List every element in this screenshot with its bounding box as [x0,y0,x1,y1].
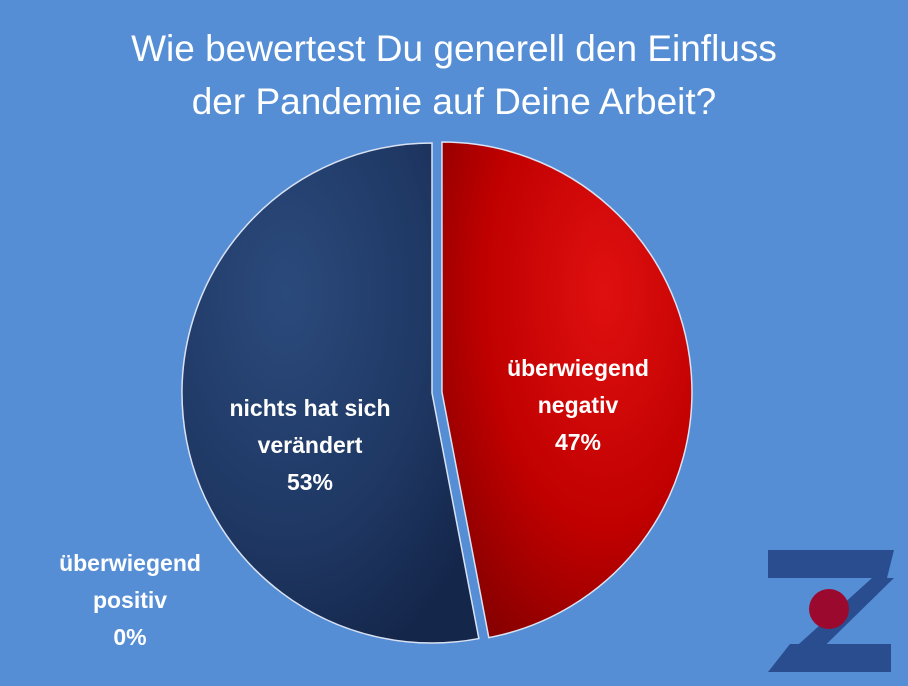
data-label-negative-value: 47% [554,429,602,455]
data-label-unchanged-line-1: nichts hat sich [229,395,391,421]
data-label-positive-line-1: überwiegend [59,550,201,576]
logo [768,550,894,672]
data-label-negative-line-1: überwiegend [507,355,649,381]
logo-dot [809,589,849,629]
data-label-unchanged-value: 53% [286,469,334,495]
logo-top-bar [768,550,894,578]
title-line-1: Wie bewertest Du generell den Einfluss [131,28,777,69]
chart-title: Wie bewertest Du generell den Einfluss d… [0,22,908,128]
data-label-unchanged-line-2: verändert [257,432,363,458]
data-label-positive-value: 0% [113,624,147,650]
title-line-2: der Pandemie auf Deine Arbeit? [191,81,717,122]
data-label-positive-line-2: positiv [92,587,168,613]
pie-slice-0 [441,141,693,639]
data-label-negative-line-2: negativ [537,392,619,418]
data-label-positive: überwiegend positiv 0% [30,545,230,656]
pie-slice-1 [181,142,480,644]
data-label-unchanged: nichts hat sich verändert 53% [200,390,420,501]
logo-bottom-bar [768,644,891,672]
data-label-negative: überwiegend negativ 47% [478,350,678,461]
